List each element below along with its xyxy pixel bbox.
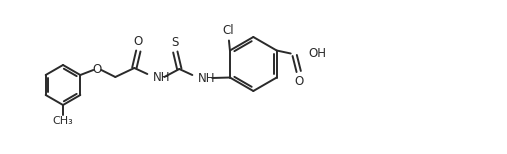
Text: S: S: [172, 36, 179, 49]
Text: NH: NH: [198, 71, 216, 85]
Text: CH₃: CH₃: [53, 116, 74, 126]
Text: OH: OH: [309, 47, 327, 60]
Text: Cl: Cl: [222, 24, 234, 36]
Text: NH: NH: [153, 71, 171, 83]
Text: O: O: [294, 75, 303, 87]
Text: O: O: [93, 63, 102, 75]
Text: O: O: [134, 35, 143, 48]
